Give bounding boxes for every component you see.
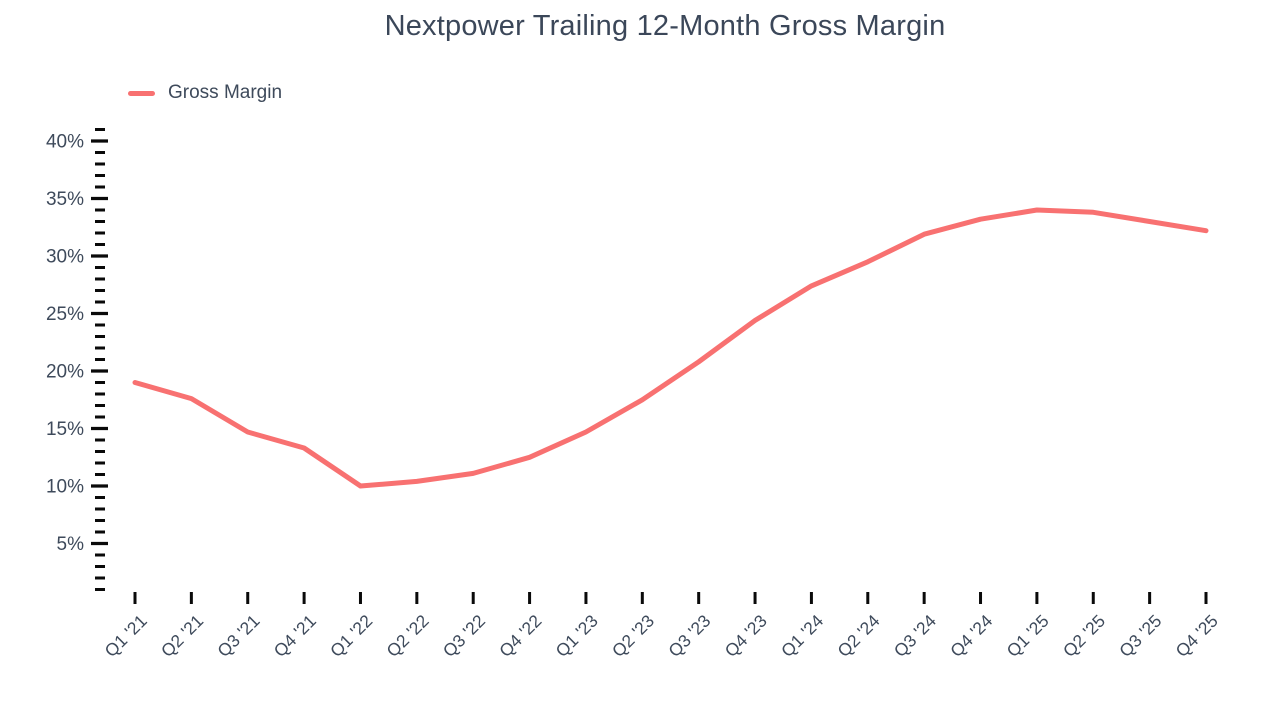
x-axis-tick-label: Q3 '22	[439, 611, 489, 661]
gross-margin-line	[132, 207, 1209, 489]
legend-label: Gross Margin	[168, 82, 283, 103]
x-axis-tick-label: Q3 '24	[890, 610, 940, 660]
x-axis-tick-label: Q2 '23	[608, 611, 658, 661]
x-axis-tick-label: Q1 '22	[326, 611, 376, 661]
y-axis-tick-label: 20%	[46, 362, 84, 383]
y-axis-tick-label: 40%	[46, 132, 84, 153]
x-axis-tick-label: Q4 '24	[946, 610, 996, 660]
y-axis-tick-label: 10%	[46, 477, 84, 498]
chart-title: Nextpower Trailing 12-Month Gross Margin	[384, 10, 946, 42]
legend-line-swatch	[128, 90, 155, 96]
y-axis-tick-label: 25%	[46, 304, 84, 325]
x-axis-tick-label: Q1 '25	[1003, 611, 1053, 661]
x-axis-tick-label: Q2 '24	[833, 610, 883, 660]
y-axis-tick-label: 5%	[57, 534, 85, 555]
y-axis-tick-label: 30%	[46, 247, 84, 268]
y-axis-tick-label: 35%	[46, 189, 84, 210]
x-axis-tick-label: Q4 '25	[1172, 611, 1222, 661]
x-axis-tick-label: Q3 '23	[664, 611, 714, 661]
y-axis-tick-label: 15%	[46, 419, 84, 440]
x-axis-tick-label: Q1 '21	[101, 611, 151, 661]
x-axis-tick-label: Q3 '25	[1115, 611, 1165, 661]
x-axis-tick-label: Q1 '23	[552, 611, 602, 661]
x-axis-tick-label: Q2 '25	[1059, 611, 1109, 661]
x-axis-tick-label: Q2 '21	[157, 611, 207, 661]
x-axis-tick-label: Q4 '22	[495, 611, 545, 661]
x-axis-tick-label: Q3 '21	[213, 611, 263, 661]
legend: Gross Margin	[128, 82, 282, 104]
x-axis-tick-label: Q2 '22	[382, 611, 432, 661]
x-axis-tick-label: Q4 '23	[721, 611, 771, 661]
x-axis-tick-label: Q4 '21	[270, 611, 320, 661]
x-axis-tick-label: Q1 '24	[777, 610, 827, 660]
